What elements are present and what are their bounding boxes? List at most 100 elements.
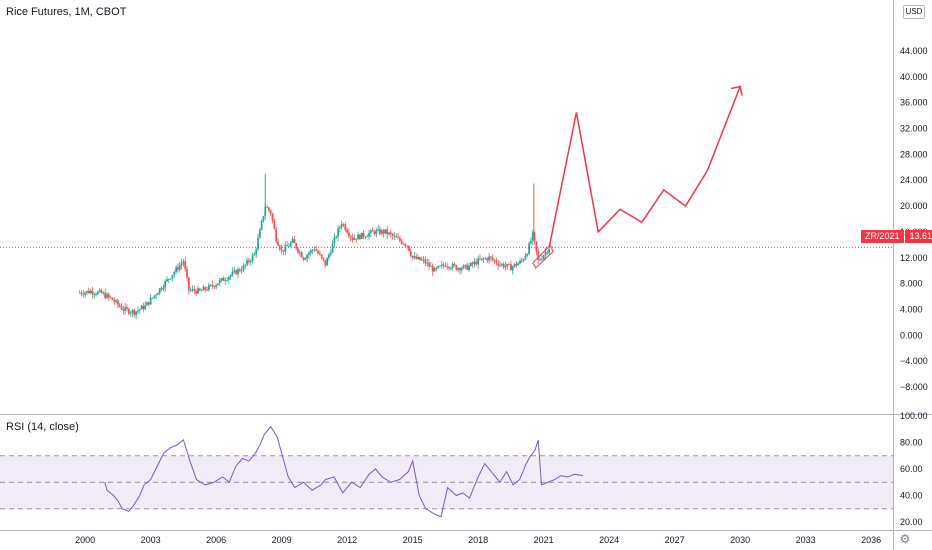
- candle-body: [399, 237, 401, 241]
- candle-body: [120, 306, 123, 310]
- candle-body: [78, 292, 81, 294]
- candle-body: [524, 255, 527, 260]
- candle-body: [409, 251, 412, 256]
- candle-body: [249, 261, 252, 262]
- candle-body: [137, 310, 139, 312]
- candle-body: [318, 253, 321, 255]
- candle-body: [488, 256, 490, 261]
- time-tick-label: 2033: [796, 535, 816, 545]
- candle-body: [346, 229, 349, 233]
- candle-body: [329, 252, 332, 255]
- candle-body: [451, 264, 454, 269]
- candle-body: [202, 287, 205, 291]
- price-tag-symbol: ZR/2021: [861, 230, 904, 243]
- candle-body: [198, 288, 201, 291]
- price-tick-label: 12.000: [900, 253, 928, 263]
- candle-body: [459, 268, 461, 271]
- time-tick-label: 2000: [75, 535, 95, 545]
- price-tick-label: 40.000: [900, 72, 928, 82]
- candle-body: [189, 289, 192, 291]
- candle-body: [531, 232, 534, 241]
- candle-body: [504, 266, 507, 268]
- gear-icon[interactable]: ⚙: [899, 532, 911, 546]
- candle-body: [275, 228, 278, 242]
- candle-body: [268, 207, 270, 211]
- candle-body: [519, 260, 521, 264]
- candle-body: [548, 248, 551, 253]
- candle-body: [333, 237, 336, 244]
- candle-body: [86, 290, 88, 293]
- candle-body: [282, 250, 285, 252]
- candle-body: [489, 256, 492, 258]
- candle-body: [320, 254, 323, 258]
- candle-body: [457, 268, 460, 270]
- candle-body: [233, 270, 236, 272]
- time-tick-label: 2030: [730, 535, 750, 545]
- candle-body: [453, 264, 456, 266]
- candle-body: [135, 311, 137, 315]
- candle-body: [460, 268, 463, 271]
- time-tick-label: 2009: [272, 535, 292, 545]
- candle-body: [313, 249, 316, 251]
- candle-body: [331, 243, 334, 253]
- time-tick-label: 2003: [141, 535, 161, 545]
- candle-body: [479, 258, 481, 260]
- candle-body: [106, 294, 108, 298]
- candle-body: [440, 264, 443, 266]
- candle-body: [426, 262, 429, 264]
- candle-body: [348, 232, 350, 236]
- candle-body: [373, 231, 376, 235]
- candle-body: [468, 265, 470, 270]
- candle-body: [142, 305, 145, 310]
- candle-body: [469, 262, 472, 266]
- candle-body: [297, 248, 299, 253]
- candle-body: [244, 264, 247, 266]
- candle-body: [500, 264, 503, 265]
- candle-body: [502, 264, 505, 268]
- candle-body: [380, 230, 383, 234]
- candle-body: [328, 254, 330, 259]
- currency-badge[interactable]: USD: [903, 5, 925, 19]
- candle-body: [162, 287, 165, 290]
- candle-body: [111, 297, 114, 301]
- candle-body: [535, 241, 538, 252]
- candle-body: [368, 233, 370, 237]
- candle-body: [300, 252, 303, 258]
- candle-body: [377, 229, 379, 231]
- candle-body: [93, 294, 96, 296]
- candle-body: [140, 305, 143, 310]
- candle-body: [171, 275, 174, 279]
- candle-body: [402, 243, 405, 245]
- candle-body: [417, 257, 420, 259]
- candle-body: [253, 253, 256, 256]
- candle-body: [193, 289, 196, 292]
- candle-body: [177, 267, 179, 270]
- candle-body: [217, 283, 219, 286]
- candle-body: [442, 264, 445, 266]
- candle-body: [444, 265, 447, 267]
- candle-body: [180, 263, 183, 266]
- candle-body: [335, 236, 338, 238]
- candle-body: [455, 265, 458, 270]
- candle-body: [520, 260, 523, 262]
- candle-body: [408, 245, 410, 252]
- candle-body: [384, 229, 387, 234]
- candle-body: [326, 258, 329, 266]
- candle-body: [446, 266, 449, 268]
- candle-body: [246, 260, 248, 265]
- candle-body: [393, 235, 396, 237]
- candle-body: [338, 227, 341, 229]
- candle-body: [175, 267, 178, 273]
- candle-body: [353, 238, 356, 240]
- candle-body: [428, 262, 430, 267]
- candle-body: [517, 263, 520, 266]
- candle-body: [113, 300, 116, 302]
- candle-body: [411, 255, 414, 258]
- candle-body: [395, 235, 398, 238]
- candle-body: [124, 307, 127, 311]
- candle-body: [473, 261, 476, 265]
- candle-body: [422, 259, 425, 261]
- candle-body: [506, 263, 509, 267]
- candle-body: [324, 260, 327, 266]
